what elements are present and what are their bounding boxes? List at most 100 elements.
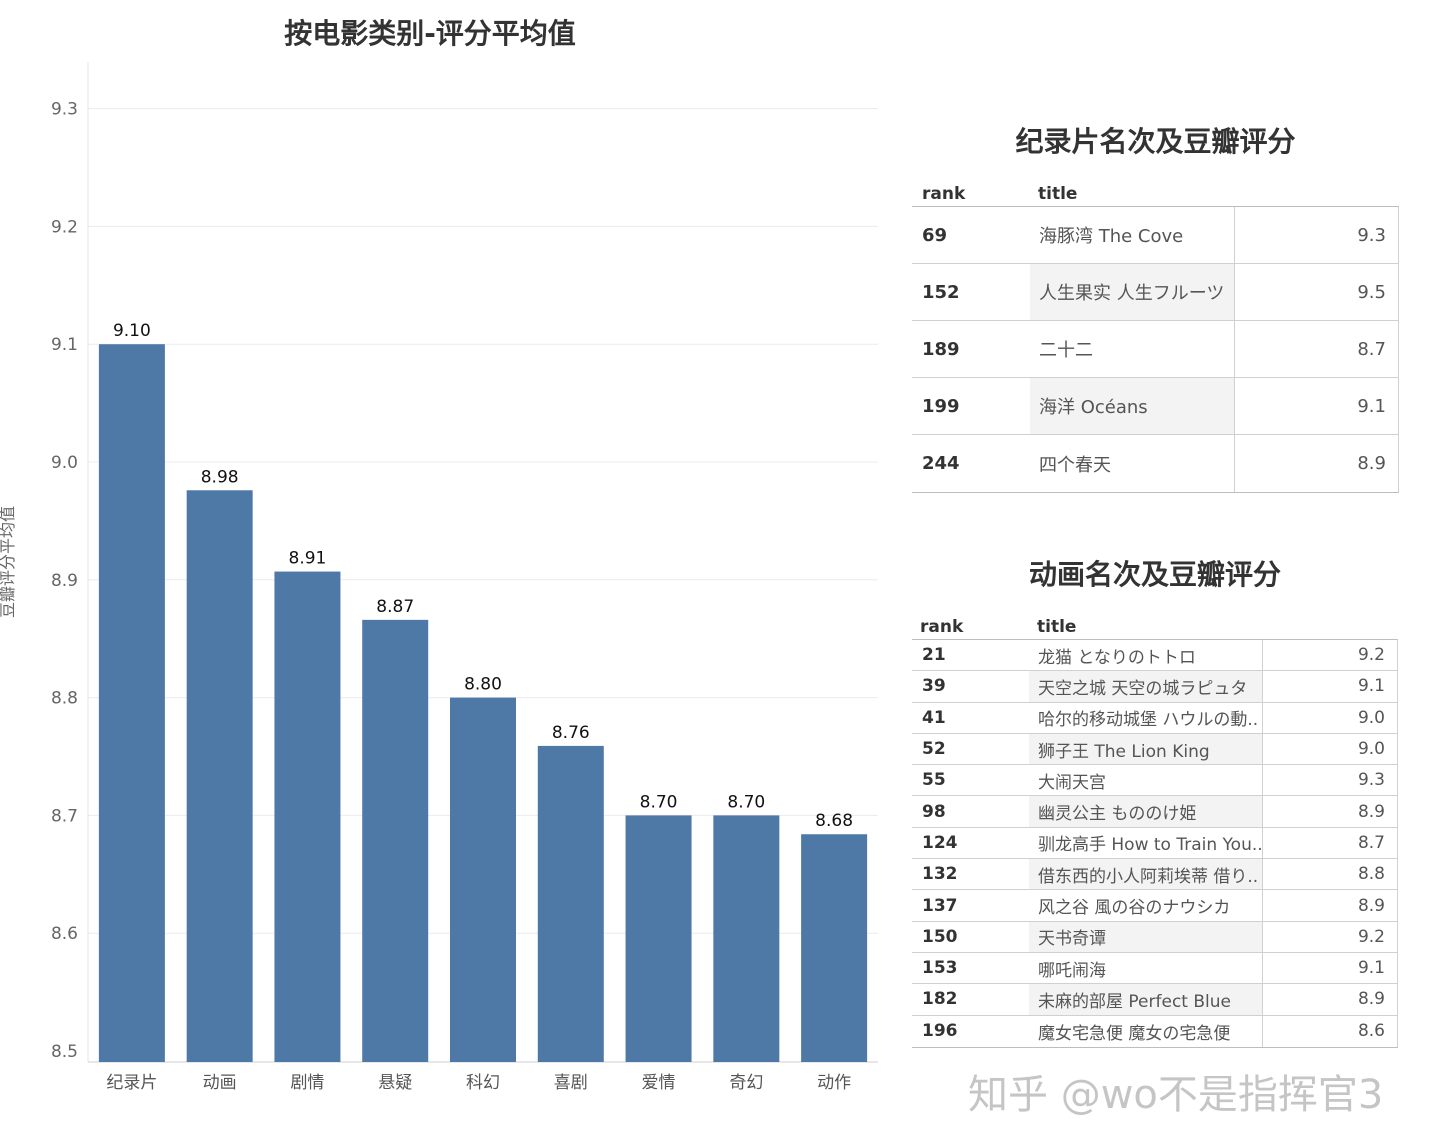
rank-cell: 153 (922, 958, 958, 979)
title-cell: 天空之城 天空の城ラピュタ (1029, 671, 1263, 702)
animation-table-title: 动画名次及豆瓣评分 (1028, 558, 1281, 591)
score-cell: 8.7 (1357, 832, 1385, 853)
title-cell: 风之谷 風の谷のナウシカ (1029, 890, 1263, 921)
table-row: 152 人生果实 人生フルーツ 9.5 (912, 264, 1398, 321)
score-cell: 9.5 (1357, 281, 1386, 303)
bar-value-label: 8.70 (727, 792, 765, 812)
table-row: 199 海洋 Océans 9.1 (912, 378, 1398, 435)
table-row: 21 龙猫 となりのトトロ 9.2 (912, 640, 1397, 672)
rank-column-header: rank (922, 184, 966, 204)
score-cell: 9.0 (1357, 707, 1385, 728)
table-row: 196 魔女宅急便 魔女の宅急便 8.6 (912, 1015, 1397, 1047)
y-tick-label: 8.9 (51, 571, 78, 591)
x-category-label: 爱情 (642, 1073, 676, 1093)
score-cell: 9.1 (1357, 958, 1385, 979)
score-cell: 8.6 (1357, 1021, 1385, 1042)
title-column-header: title (1037, 617, 1077, 637)
x-category-label: 喜剧 (554, 1073, 588, 1093)
rank-cell: 189 (922, 338, 960, 360)
title-cell: 龙猫 となりのトトロ (1029, 640, 1263, 671)
y-tick-label: 8.7 (51, 806, 78, 826)
bar (713, 815, 780, 1062)
score-cell: 8.7 (1357, 338, 1386, 360)
title-cell: 幽灵公主 もののけ姫 (1029, 796, 1263, 827)
table-row: 153 哪吒闹海 9.1 (912, 952, 1397, 985)
bar (362, 619, 429, 1062)
score-cell: 8.8 (1357, 864, 1385, 885)
y-tick-label: 9.2 (51, 217, 78, 237)
table-row: 69 海豚湾 The Cove 9.3 (912, 207, 1398, 264)
table-row: 150 天书奇谭 9.2 (912, 921, 1397, 953)
table-row: 41 哈尔的移动城堡 ハウルの動.. 9.0 (912, 702, 1397, 734)
title-cell: 天书奇谭 (1029, 921, 1263, 952)
rank-cell: 137 (922, 895, 958, 916)
table-row: 124 驯龙高手 How to Train You.. 8.7 (912, 827, 1397, 860)
bar-value-label: 8.80 (464, 675, 502, 695)
title-cell: 大闹天宫 (1029, 765, 1263, 796)
rank-cell: 39 (922, 676, 946, 697)
bar-value-label: 8.98 (201, 467, 239, 487)
bar-value-label: 8.87 (376, 597, 414, 617)
title-cell: 哈尔的移动城堡 ハウルの動.. (1029, 702, 1263, 733)
bar (98, 344, 165, 1062)
watermark: 知乎 @wo不是指挥官3 (968, 1072, 1384, 1118)
rank-cell: 55 (922, 770, 946, 791)
bar-value-label: 9.10 (113, 321, 151, 341)
rank-cell: 152 (922, 281, 960, 303)
rank-cell: 196 (922, 1021, 958, 1042)
title-cell: 人生果实 人生フルーツ (1030, 264, 1235, 320)
bar-value-label: 8.70 (640, 792, 678, 812)
bar (274, 571, 341, 1062)
score-cell: 9.3 (1357, 224, 1386, 246)
table-row: 189 二十二 8.7 (912, 321, 1398, 378)
rank-cell: 150 (922, 926, 958, 947)
score-cell: 9.1 (1357, 676, 1385, 697)
table-row: 182 未麻的部屋 Perfect Blue 8.9 (912, 984, 1397, 1016)
table-row: 55 大闹天宫 9.3 (912, 765, 1397, 797)
bar (801, 834, 868, 1062)
rank-column-header: rank (920, 617, 964, 637)
score-cell: 8.9 (1357, 453, 1386, 474)
score-cell: 9.2 (1357, 645, 1385, 666)
table-row: 132 借东西的小人阿莉埃蒂 借り.. 8.8 (912, 859, 1397, 891)
rank-cell: 244 (922, 453, 960, 474)
rank-cell: 52 (922, 739, 946, 760)
table-row: 52 狮子王 The Lion King 9.0 (912, 733, 1397, 766)
title-column-header: title (1038, 184, 1078, 204)
title-cell: 魔女宅急便 魔女の宅急便 (1029, 1015, 1263, 1047)
x-category-label: 剧情 (290, 1073, 324, 1093)
x-category-label: 奇幻 (729, 1073, 763, 1093)
bar (450, 697, 516, 1062)
documentary-table: 69 海豚湾 The Cove 9.3 152 人生果实 人生フルーツ 9.5 189 二十二… (912, 206, 1399, 493)
animation-table-header: rank title (912, 615, 1398, 639)
score-cell: 9.1 (1357, 395, 1386, 417)
title-cell: 海洋 Océans (1030, 378, 1235, 434)
x-category-label: 动作 (817, 1073, 851, 1093)
table-row: 98 幽灵公主 もののけ姫 8.9 (912, 796, 1397, 828)
x-category-label: 动画 (203, 1073, 237, 1093)
bar-value-label: 8.76 (552, 723, 590, 743)
documentary-table-title: 纪录片名次及豆瓣评分 (1015, 125, 1296, 158)
y-axis-title: 豆瓣评分平均值 (0, 506, 17, 618)
score-cell: 9.3 (1357, 770, 1385, 791)
title-cell: 未麻的部屋 Perfect Blue (1029, 984, 1263, 1015)
y-tick-label: 8.6 (51, 924, 78, 944)
title-cell: 驯龙高手 How to Train You.. (1029, 827, 1263, 859)
rank-cell: 182 (922, 989, 958, 1010)
y-tick-label: 8.8 (51, 689, 78, 709)
rank-cell: 69 (922, 224, 948, 246)
score-cell: 8.9 (1357, 989, 1385, 1010)
bar (625, 815, 692, 1062)
bar (537, 745, 604, 1062)
animation-table: 21 龙猫 となりのトトロ 9.2 39 天空之城 天空の城ラピュタ 9.1 41 哈尔的移动… (912, 639, 1398, 1048)
x-category-label: 悬疑 (378, 1073, 412, 1093)
score-cell: 8.9 (1357, 801, 1385, 822)
bar (186, 490, 253, 1063)
table-row: 244 四个春天 8.9 (912, 435, 1398, 492)
y-tick-label: 8.5 (51, 1042, 78, 1062)
bar-value-label: 8.68 (815, 811, 853, 831)
title-cell: 四个春天 (1030, 435, 1235, 492)
title-cell: 借东西的小人阿莉埃蒂 借り.. (1029, 859, 1263, 890)
title-cell: 二十二 (1030, 321, 1235, 377)
